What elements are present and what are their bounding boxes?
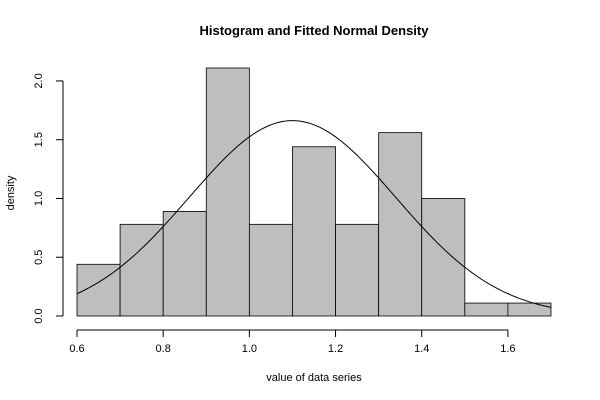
x-axis-label: value of data series bbox=[266, 372, 362, 384]
bar-6 bbox=[335, 223, 380, 317]
y-tick-label-0: 0.0 bbox=[33, 308, 45, 323]
x-tick-label-0: 0.6 bbox=[69, 343, 84, 355]
y-tick-label-4: 2.0 bbox=[33, 73, 45, 88]
y-tick-label-2: 1.0 bbox=[33, 191, 45, 206]
bar-5 bbox=[292, 146, 336, 317]
bars-group bbox=[76, 67, 552, 317]
chart-title: Histogram and Fitted Normal Density bbox=[200, 23, 430, 38]
x-tick-label-3: 1.2 bbox=[328, 343, 343, 355]
y-axis: 0.0 0.5 1.0 1.5 2.0 bbox=[33, 73, 64, 324]
bar-2 bbox=[162, 210, 207, 317]
x-tick-label-1: 0.8 bbox=[156, 343, 171, 355]
bar-10 bbox=[507, 302, 552, 317]
bar-3 bbox=[205, 67, 250, 317]
bar-7 bbox=[378, 132, 423, 317]
bar-9 bbox=[464, 302, 509, 317]
bar-8 bbox=[421, 198, 466, 317]
x-axis: 0.6 0.8 1.0 1.2 1.4 1.6 bbox=[69, 329, 516, 355]
y-tick-label-1: 0.5 bbox=[33, 250, 45, 265]
bar-1 bbox=[119, 223, 164, 317]
bar-4 bbox=[248, 223, 293, 317]
x-tick-label-4: 1.4 bbox=[414, 343, 429, 355]
x-tick-label-2: 1.0 bbox=[242, 343, 257, 355]
x-tick-label-5: 1.6 bbox=[500, 343, 515, 355]
fitted-normal-curve bbox=[76, 120, 552, 308]
y-tick-label-3: 1.5 bbox=[33, 132, 45, 147]
y-axis-label: density bbox=[5, 175, 17, 210]
